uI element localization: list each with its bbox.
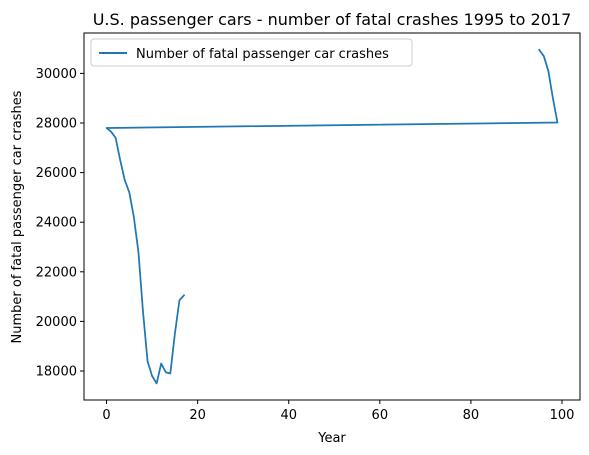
y-tick-label: 24000: [36, 216, 77, 231]
y-tick-label: 30000: [36, 67, 77, 82]
y-tick-label: 18000: [36, 364, 77, 379]
x-tick-label: 0: [102, 408, 110, 423]
x-tick-label: 40: [280, 408, 297, 423]
axes-frame: [83, 32, 581, 401]
legend-box: [90, 38, 413, 67]
plot-area: 0 20 40 60 80 100 18000 20000 22000 24000 26000 280…: [36, 32, 581, 423]
legend: Number of fatal passenger car crashes: [90, 38, 413, 67]
y-tick-label: 28000: [36, 117, 77, 132]
y-tick-label: 26000: [36, 166, 77, 181]
legend-label: Number of fatal passenger car crashes: [136, 47, 389, 62]
chart-title: U.S. passenger cars - number of fatal cr…: [93, 10, 572, 29]
x-tick-label: 80: [463, 408, 480, 423]
y-tick-label: 22000: [36, 265, 77, 280]
x-tick-label: 60: [372, 408, 389, 423]
x-axis-label: Year: [317, 431, 346, 446]
x-tick-label: 20: [189, 408, 206, 423]
series-line-0: [105, 48, 559, 385]
y-tick-label: 20000: [36, 315, 77, 330]
y-axis-label: Number of fatal passenger car crashes: [10, 90, 25, 343]
x-tick-label: 100: [550, 408, 575, 423]
